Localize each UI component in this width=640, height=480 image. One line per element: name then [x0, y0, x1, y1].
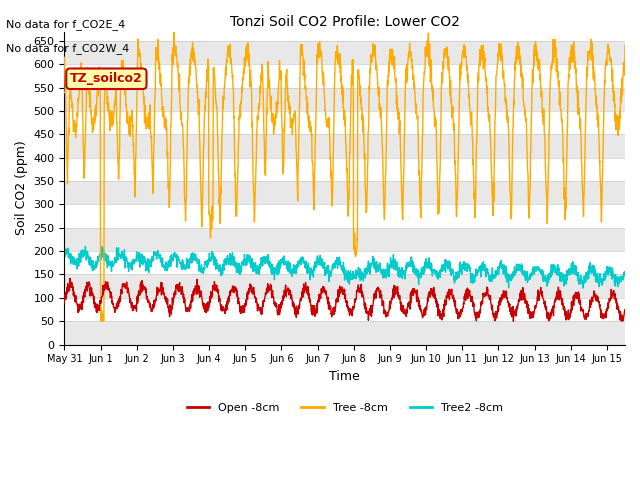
- Y-axis label: Soil CO2 (ppm): Soil CO2 (ppm): [15, 141, 28, 235]
- Text: TZ_soilco2: TZ_soilco2: [70, 72, 143, 85]
- X-axis label: Time: Time: [330, 370, 360, 383]
- Title: Tonzi Soil CO2 Profile: Lower CO2: Tonzi Soil CO2 Profile: Lower CO2: [230, 15, 460, 29]
- Bar: [65, 88, 625, 111]
- Text: No data for f_CO2E_4: No data for f_CO2E_4: [6, 19, 125, 30]
- Legend: Open -8cm, Tree -8cm, Tree2 -8cm: Open -8cm, Tree -8cm, Tree2 -8cm: [182, 398, 507, 417]
- Bar: [65, 181, 625, 204]
- Bar: [65, 228, 625, 251]
- Text: No data for f_CO2W_4: No data for f_CO2W_4: [6, 43, 130, 54]
- Bar: [65, 275, 625, 298]
- Bar: [65, 41, 625, 64]
- Bar: [65, 134, 625, 158]
- Bar: [65, 321, 625, 345]
